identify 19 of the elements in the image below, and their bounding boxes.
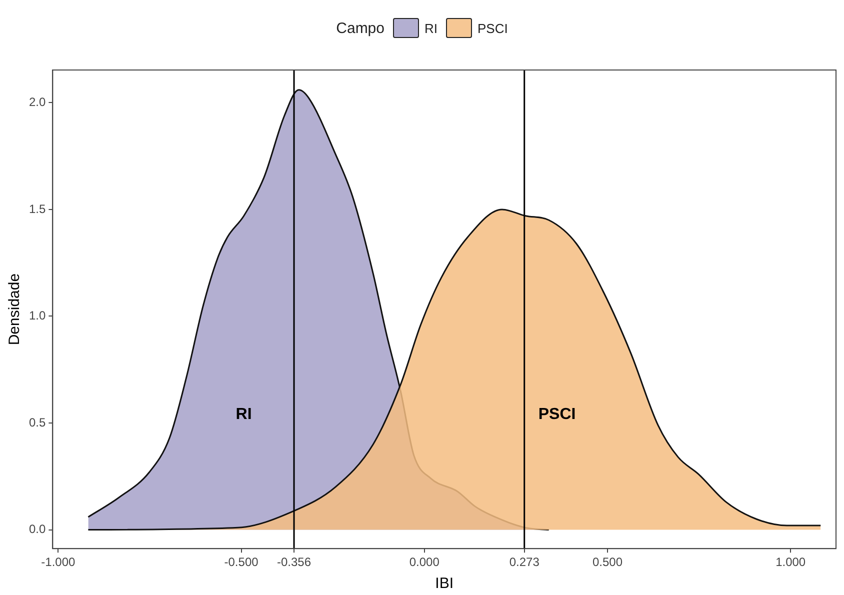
x-tick-label: -0.500: [224, 555, 259, 570]
legend-title: Campo: [336, 20, 384, 36]
legend-label: RI: [424, 20, 438, 36]
x-tick-label: 0.000: [409, 555, 440, 570]
y-tick-label: 2.0: [28, 94, 46, 109]
x-axis-title: IBI: [435, 575, 454, 592]
y-axis-title: Densidade: [6, 273, 24, 346]
annotation: RI: [236, 406, 252, 423]
y-tick-label: 1.0: [28, 308, 46, 323]
x-tick-label: -1.000: [41, 555, 76, 570]
annotation: PSCI: [538, 406, 576, 423]
y-tick-label: 1.5: [28, 202, 46, 216]
x-tick-label: 0.500: [592, 555, 623, 570]
x-tick-label: 0.273: [509, 555, 540, 570]
y-tick-label: 0.5: [28, 415, 46, 430]
y-tick-label: 0.0: [28, 522, 46, 536]
x-tick-label: 1.000: [776, 555, 806, 570]
x-tick-label: -0.356: [276, 555, 312, 570]
legend-label: PSCI: [478, 20, 508, 36]
